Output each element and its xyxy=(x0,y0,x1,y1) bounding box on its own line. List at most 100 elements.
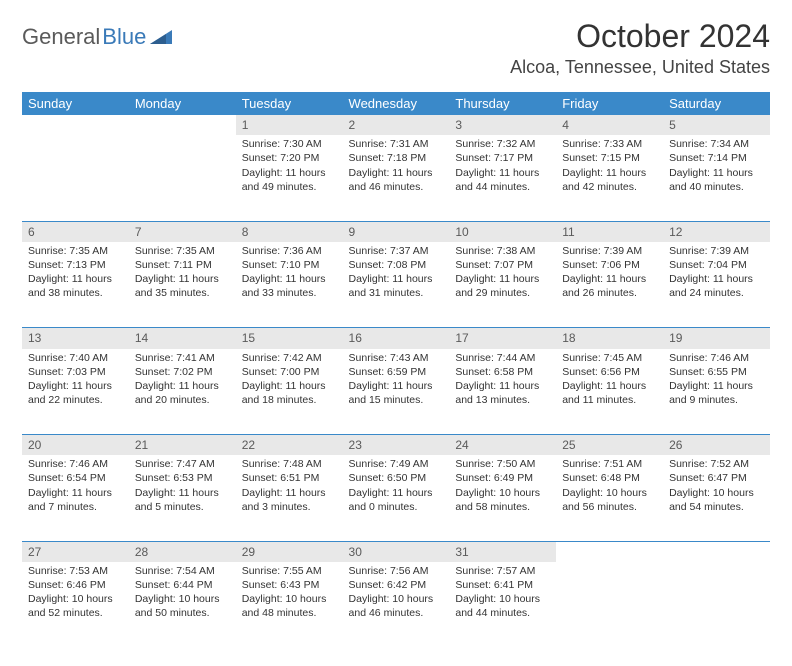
day-number: 20 xyxy=(22,435,129,456)
day-cell: Sunrise: 7:49 AMSunset: 6:50 PMDaylight:… xyxy=(343,455,450,541)
day-cell: Sunrise: 7:39 AMSunset: 7:06 PMDaylight:… xyxy=(556,242,663,328)
sunset-line: Sunset: 6:50 PM xyxy=(349,471,444,485)
day-number: 15 xyxy=(236,328,343,349)
daylight-line-2: and 18 minutes. xyxy=(242,393,337,407)
day-number xyxy=(129,115,236,135)
daylight-line-2: and 11 minutes. xyxy=(562,393,657,407)
daylight-line-1: Daylight: 11 hours xyxy=(669,379,764,393)
sunset-line: Sunset: 6:56 PM xyxy=(562,365,657,379)
daylight-line-1: Daylight: 11 hours xyxy=(28,272,123,286)
daylight-line-2: and 56 minutes. xyxy=(562,500,657,514)
daylight-line-1: Daylight: 11 hours xyxy=(135,486,230,500)
daylight-line-1: Daylight: 10 hours xyxy=(455,486,550,500)
daylight-line-2: and 46 minutes. xyxy=(349,606,444,620)
day-number: 24 xyxy=(449,435,556,456)
weekday-header-row: Sunday Monday Tuesday Wednesday Thursday… xyxy=(22,92,770,115)
daylight-line-2: and 22 minutes. xyxy=(28,393,123,407)
sunrise-line: Sunrise: 7:33 AM xyxy=(562,137,657,151)
sunrise-line: Sunrise: 7:48 AM xyxy=(242,457,337,471)
sunset-line: Sunset: 7:04 PM xyxy=(669,258,764,272)
day-number: 23 xyxy=(343,435,450,456)
day-cell: Sunrise: 7:32 AMSunset: 7:17 PMDaylight:… xyxy=(449,135,556,221)
day-number: 21 xyxy=(129,435,236,456)
day-cell: Sunrise: 7:31 AMSunset: 7:18 PMDaylight:… xyxy=(343,135,450,221)
sunset-line: Sunset: 6:48 PM xyxy=(562,471,657,485)
day-number: 26 xyxy=(663,435,770,456)
daylight-line-1: Daylight: 11 hours xyxy=(28,486,123,500)
daylight-line-2: and 13 minutes. xyxy=(455,393,550,407)
daylight-line-1: Daylight: 10 hours xyxy=(242,592,337,606)
sunset-line: Sunset: 6:51 PM xyxy=(242,471,337,485)
day-cell: Sunrise: 7:51 AMSunset: 6:48 PMDaylight:… xyxy=(556,455,663,541)
sunrise-line: Sunrise: 7:42 AM xyxy=(242,351,337,365)
weekday-header: Friday xyxy=(556,92,663,115)
day-number: 29 xyxy=(236,541,343,562)
sunrise-line: Sunrise: 7:47 AM xyxy=(135,457,230,471)
sunrise-line: Sunrise: 7:56 AM xyxy=(349,564,444,578)
day-cell: Sunrise: 7:43 AMSunset: 6:59 PMDaylight:… xyxy=(343,349,450,435)
daylight-line-1: Daylight: 11 hours xyxy=(562,166,657,180)
sunrise-line: Sunrise: 7:32 AM xyxy=(455,137,550,151)
sunset-line: Sunset: 6:54 PM xyxy=(28,471,123,485)
day-cell: Sunrise: 7:35 AMSunset: 7:13 PMDaylight:… xyxy=(22,242,129,328)
weekday-header: Wednesday xyxy=(343,92,450,115)
day-number: 7 xyxy=(129,221,236,242)
daylight-line-2: and 26 minutes. xyxy=(562,286,657,300)
day-number xyxy=(22,115,129,135)
logo-triangle-icon xyxy=(150,26,172,49)
sunset-line: Sunset: 7:18 PM xyxy=(349,151,444,165)
daylight-line-2: and 46 minutes. xyxy=(349,180,444,194)
content-row: Sunrise: 7:35 AMSunset: 7:13 PMDaylight:… xyxy=(22,242,770,328)
day-number: 30 xyxy=(343,541,450,562)
day-number: 5 xyxy=(663,115,770,135)
day-number: 19 xyxy=(663,328,770,349)
daylight-line-2: and 15 minutes. xyxy=(349,393,444,407)
header: GeneralBlue October 2024 Alcoa, Tennesse… xyxy=(22,18,770,78)
day-cell xyxy=(129,135,236,221)
day-number: 3 xyxy=(449,115,556,135)
sunrise-line: Sunrise: 7:46 AM xyxy=(28,457,123,471)
day-cell xyxy=(663,562,770,648)
daylight-line-1: Daylight: 10 hours xyxy=(349,592,444,606)
sunrise-line: Sunrise: 7:52 AM xyxy=(669,457,764,471)
day-number: 8 xyxy=(236,221,343,242)
daylight-line-2: and 42 minutes. xyxy=(562,180,657,194)
daylight-line-1: Daylight: 11 hours xyxy=(135,379,230,393)
sunrise-line: Sunrise: 7:30 AM xyxy=(242,137,337,151)
daylight-line-2: and 9 minutes. xyxy=(669,393,764,407)
content-row: Sunrise: 7:53 AMSunset: 6:46 PMDaylight:… xyxy=(22,562,770,648)
sunrise-line: Sunrise: 7:43 AM xyxy=(349,351,444,365)
sunrise-line: Sunrise: 7:49 AM xyxy=(349,457,444,471)
daynum-row: 12345 xyxy=(22,115,770,135)
sunset-line: Sunset: 7:11 PM xyxy=(135,258,230,272)
daylight-line-1: Daylight: 11 hours xyxy=(349,272,444,286)
sunset-line: Sunset: 7:07 PM xyxy=(455,258,550,272)
daylight-line-1: Daylight: 11 hours xyxy=(349,166,444,180)
weekday-header: Tuesday xyxy=(236,92,343,115)
day-cell: Sunrise: 7:44 AMSunset: 6:58 PMDaylight:… xyxy=(449,349,556,435)
sunrise-line: Sunrise: 7:34 AM xyxy=(669,137,764,151)
day-number: 28 xyxy=(129,541,236,562)
sunset-line: Sunset: 6:44 PM xyxy=(135,578,230,592)
daynum-row: 20212223242526 xyxy=(22,435,770,456)
sunrise-line: Sunrise: 7:38 AM xyxy=(455,244,550,258)
weekday-header: Monday xyxy=(129,92,236,115)
day-cell: Sunrise: 7:52 AMSunset: 6:47 PMDaylight:… xyxy=(663,455,770,541)
daylight-line-1: Daylight: 11 hours xyxy=(455,272,550,286)
daylight-line-1: Daylight: 11 hours xyxy=(562,272,657,286)
daylight-line-1: Daylight: 10 hours xyxy=(28,592,123,606)
daylight-line-1: Daylight: 11 hours xyxy=(242,272,337,286)
sunrise-line: Sunrise: 7:55 AM xyxy=(242,564,337,578)
sunset-line: Sunset: 7:03 PM xyxy=(28,365,123,379)
daynum-row: 13141516171819 xyxy=(22,328,770,349)
daylight-line-2: and 58 minutes. xyxy=(455,500,550,514)
sunset-line: Sunset: 7:17 PM xyxy=(455,151,550,165)
sunrise-line: Sunrise: 7:37 AM xyxy=(349,244,444,258)
sunrise-line: Sunrise: 7:53 AM xyxy=(28,564,123,578)
daylight-line-2: and 44 minutes. xyxy=(455,180,550,194)
daylight-line-2: and 50 minutes. xyxy=(135,606,230,620)
day-number: 1 xyxy=(236,115,343,135)
sunset-line: Sunset: 7:13 PM xyxy=(28,258,123,272)
sunrise-line: Sunrise: 7:35 AM xyxy=(28,244,123,258)
sunset-line: Sunset: 7:20 PM xyxy=(242,151,337,165)
